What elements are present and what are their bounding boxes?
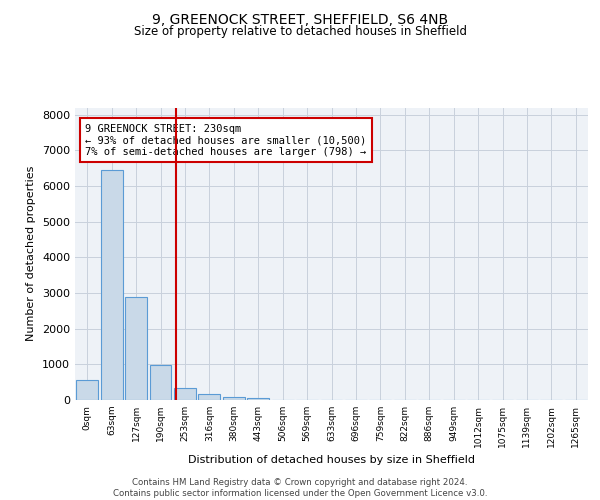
- Bar: [247, 398, 269, 400]
- Y-axis label: Number of detached properties: Number of detached properties: [26, 166, 37, 342]
- Bar: [199, 394, 220, 400]
- Bar: [223, 397, 245, 400]
- Bar: [101, 170, 122, 400]
- Bar: [125, 296, 147, 400]
- Text: 9, GREENOCK STREET, SHEFFIELD, S6 4NB: 9, GREENOCK STREET, SHEFFIELD, S6 4NB: [152, 12, 448, 26]
- Bar: [174, 388, 196, 400]
- Text: 9 GREENOCK STREET: 230sqm
← 93% of detached houses are smaller (10,500)
7% of se: 9 GREENOCK STREET: 230sqm ← 93% of detac…: [85, 124, 367, 157]
- Bar: [149, 364, 172, 400]
- Text: Size of property relative to detached houses in Sheffield: Size of property relative to detached ho…: [133, 25, 467, 38]
- Bar: [76, 380, 98, 400]
- X-axis label: Distribution of detached houses by size in Sheffield: Distribution of detached houses by size …: [188, 456, 475, 466]
- Text: Contains HM Land Registry data © Crown copyright and database right 2024.
Contai: Contains HM Land Registry data © Crown c…: [113, 478, 487, 498]
